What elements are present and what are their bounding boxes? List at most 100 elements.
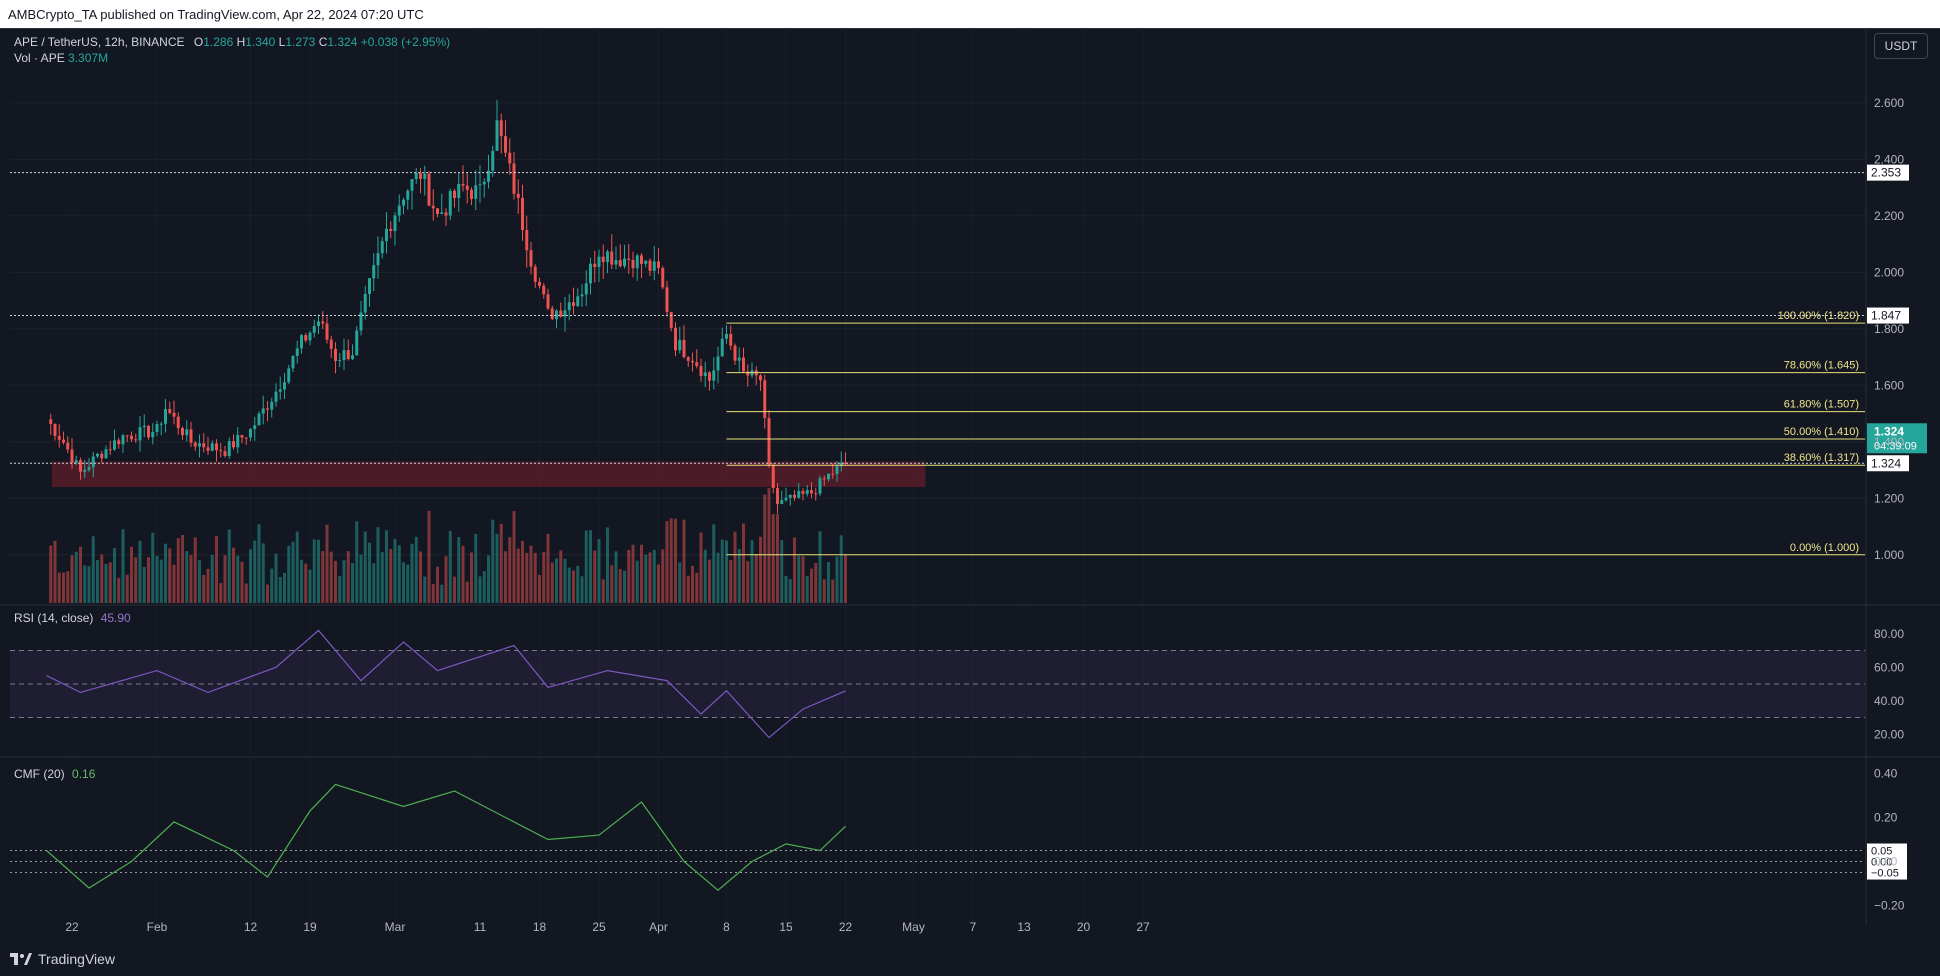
candle-body xyxy=(457,183,461,199)
volume-bar xyxy=(325,524,329,603)
volume-bar xyxy=(567,567,571,603)
volume-legend[interactable]: Vol · APE 3.307M xyxy=(14,51,108,65)
rsi-tick-label: 40.00 xyxy=(1874,694,1904,708)
candle-body xyxy=(257,413,261,426)
fib-level-label: 50.00% (1.410) xyxy=(1784,426,1859,438)
symbol-legend[interactable]: APE / TetherUS, 12h, BINANCE O1.286 H1.3… xyxy=(14,35,450,49)
currency-button[interactable]: USDT xyxy=(1874,33,1928,59)
price-level-badge xyxy=(1867,455,1909,472)
tradingview-logo[interactable]: TradingView xyxy=(10,951,115,967)
volume-bar xyxy=(831,579,835,603)
candle-body xyxy=(601,256,605,263)
volume-bar xyxy=(232,547,235,603)
volume-bar xyxy=(555,558,558,603)
volume-bar xyxy=(317,539,320,603)
candle-body xyxy=(474,185,478,199)
close-value: 1.324 xyxy=(327,35,358,49)
volume-bar xyxy=(788,579,792,603)
volume-bar xyxy=(474,533,478,603)
candle-body xyxy=(678,339,682,351)
time-tick-label: 12 xyxy=(244,920,258,934)
volume-bar xyxy=(810,568,813,603)
volume-bar xyxy=(580,576,584,603)
candle-body xyxy=(159,423,163,425)
volume-bar xyxy=(236,555,240,603)
candle-body xyxy=(100,453,104,459)
candle-body xyxy=(610,251,614,265)
candle-body xyxy=(627,258,631,260)
volume-bar xyxy=(419,551,422,603)
candle-body xyxy=(215,443,218,451)
cmf-level-badge xyxy=(1867,854,1907,869)
cmf-level-badge xyxy=(1867,843,1907,858)
volume-bar xyxy=(185,551,189,603)
rsi-tick-label: 60.00 xyxy=(1874,660,1904,674)
volume-bar xyxy=(402,562,405,603)
volume-bar xyxy=(431,583,435,603)
candle-body xyxy=(376,253,380,266)
support-zone xyxy=(52,461,926,487)
time-tick-label: Feb xyxy=(147,920,168,934)
time-tick-label: 19 xyxy=(303,920,317,934)
candle-body xyxy=(176,416,180,429)
chart-area[interactable]: 2.353 1.847 1.324 1.324 04:39:09 100.00% (1.… xyxy=(0,28,1940,942)
candle-body xyxy=(168,409,172,413)
volume-bar xyxy=(606,527,609,603)
cmf-value: 0.16 xyxy=(72,767,96,781)
candle-body xyxy=(253,425,257,430)
time-tick-label: 27 xyxy=(1136,920,1150,934)
candle-body xyxy=(712,370,716,381)
candle-body xyxy=(737,357,741,361)
candle-body xyxy=(665,287,669,312)
candle-body xyxy=(818,478,822,494)
volume-bar xyxy=(176,538,180,603)
time-tick-label: 8 xyxy=(723,920,730,934)
candle-body xyxy=(482,181,486,185)
candle-body xyxy=(635,255,639,269)
volume-bar xyxy=(444,556,448,603)
candlesticks xyxy=(49,99,847,514)
cmf-pane: 0.050.00−0.05 xyxy=(10,783,1907,891)
candle-body xyxy=(427,173,431,206)
candle-body xyxy=(227,441,231,456)
candle-body xyxy=(652,261,656,271)
volume-bar xyxy=(835,556,839,603)
volume-bar xyxy=(763,494,767,603)
candle-body xyxy=(113,440,116,450)
candle-body xyxy=(261,408,265,414)
candle-body xyxy=(614,260,618,265)
volume-bar xyxy=(457,536,461,603)
volume-bar xyxy=(53,540,57,603)
volume-bar xyxy=(746,561,750,603)
volume-bar xyxy=(108,562,112,603)
volume-bar xyxy=(559,550,563,603)
volume-bar xyxy=(759,536,762,603)
candle-body xyxy=(546,294,550,309)
volume-bar xyxy=(827,561,830,603)
rsi-legend[interactable]: RSI (14, close) 45.90 xyxy=(14,611,131,625)
candle-body xyxy=(805,490,809,494)
cmf-legend[interactable]: CMF (20) 0.16 xyxy=(14,767,95,781)
candle-body xyxy=(278,389,282,392)
rsi-tick-label: 80.00 xyxy=(1874,627,1904,641)
candle-body xyxy=(640,255,643,264)
fibonacci-retracement[interactable]: 100.00% (1.820) 78.60% (1.645) 61.80% (1.5… xyxy=(726,310,1866,556)
candle-body xyxy=(189,429,193,443)
candle-body xyxy=(266,408,269,410)
candle-body xyxy=(49,419,53,424)
volume-bar xyxy=(91,536,95,603)
candle-body xyxy=(397,205,401,216)
candle-body xyxy=(87,467,91,470)
candle-body xyxy=(210,443,214,451)
price-tick-label: 1.800 xyxy=(1874,322,1904,336)
volume-bar xyxy=(338,576,342,603)
candle-body xyxy=(525,230,529,251)
publish-header: AMBCrypto_TA published on TradingView.co… xyxy=(0,0,1940,29)
candle-body xyxy=(720,338,724,357)
volume-bar xyxy=(516,548,520,603)
volume-bar xyxy=(610,565,614,603)
candle-body xyxy=(300,335,303,349)
candle-body xyxy=(839,462,843,467)
volume-bar xyxy=(240,561,244,603)
candle-body xyxy=(487,170,490,182)
